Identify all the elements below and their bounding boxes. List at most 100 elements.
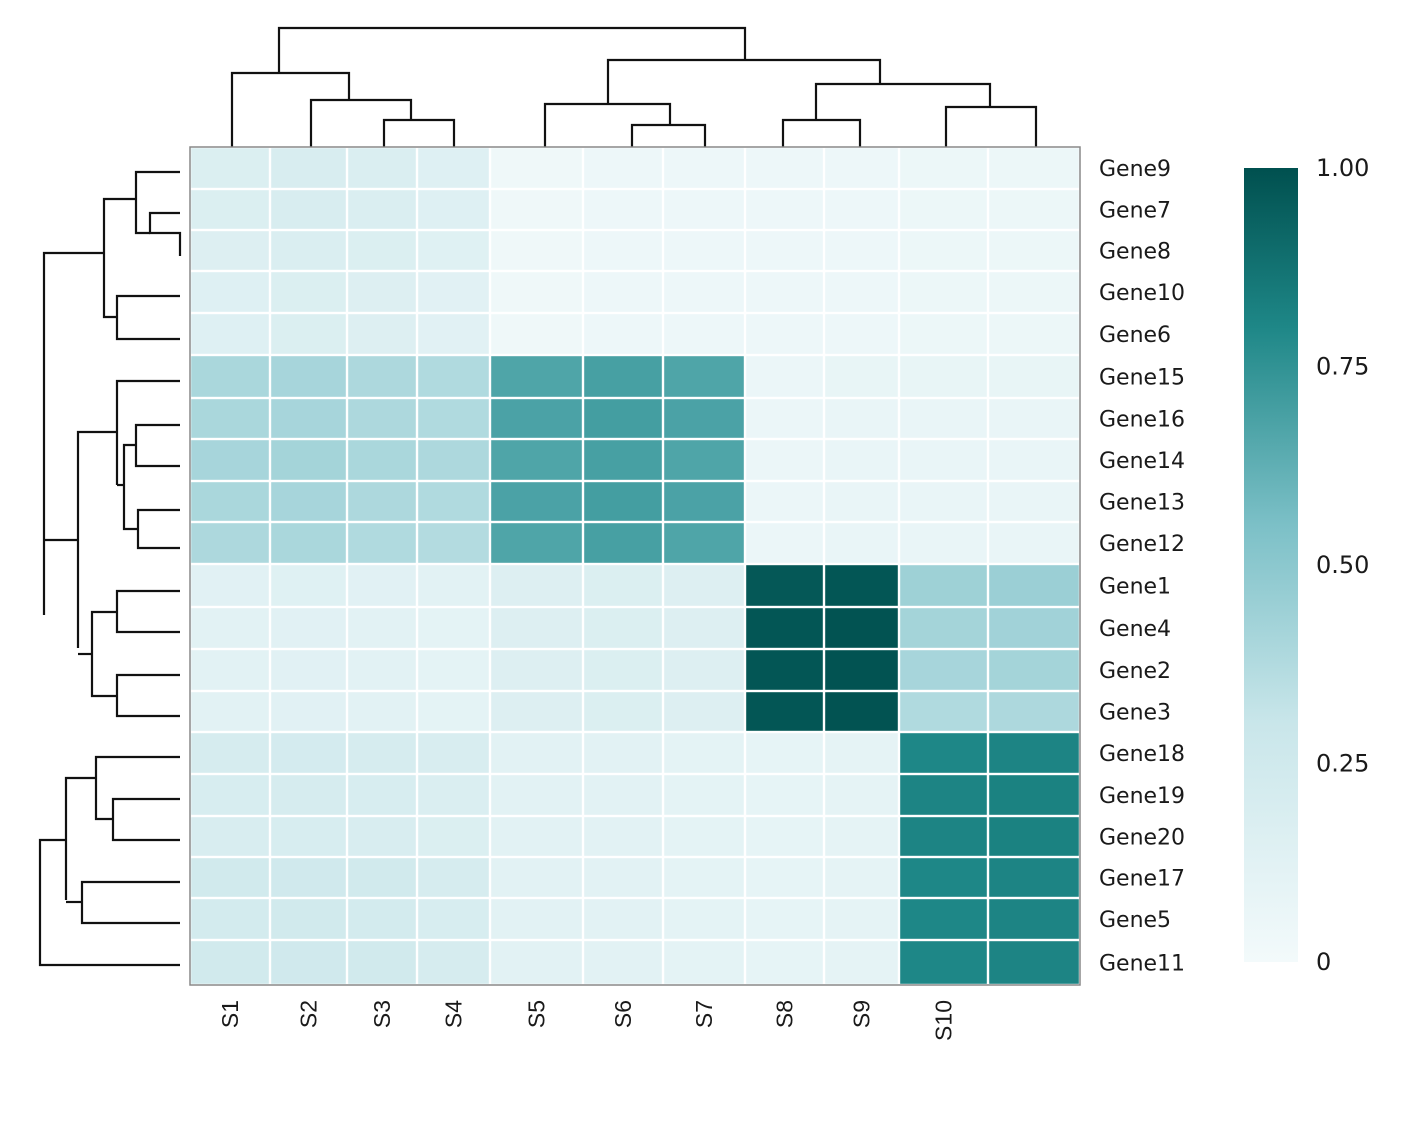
- heatmap-cell: [271, 817, 346, 856]
- colorbar-ticks: 0 0.25 0.50 0.75 1.00: [1316, 154, 1369, 976]
- column-labels: S1 S2 S3 S4 S5 S6 S7 S8 S9 S10: [217, 1000, 957, 1041]
- heatmap-cell: [664, 565, 744, 606]
- heatmap-cell: [191, 941, 269, 984]
- row-label: Gene8: [1099, 240, 1171, 265]
- heatmap-cell: [664, 817, 744, 856]
- heatmap-cell: [989, 817, 1079, 856]
- heatmap-cell: [418, 482, 489, 521]
- heatmap-cell: [900, 692, 987, 731]
- heatmap-cell: [491, 440, 582, 480]
- heatmap-cell: [271, 608, 346, 648]
- heatmap-cell: [825, 440, 898, 480]
- heatmap-cell: [584, 231, 662, 270]
- heatmap-cell: [664, 356, 744, 397]
- heatmap-cell: [584, 941, 662, 984]
- heatmap-cell: [584, 314, 662, 354]
- heatmap-cell: [271, 399, 346, 438]
- heatmap-cell: [584, 692, 662, 731]
- heatmap-cell: [191, 817, 269, 856]
- heatmap-cell: [418, 858, 489, 897]
- heatmap-cell: [491, 523, 582, 563]
- heatmap-cell: [825, 190, 898, 229]
- heatmap-cell: [825, 692, 898, 731]
- heatmap-cell: [191, 692, 269, 731]
- column-label: S5: [524, 1000, 550, 1028]
- row-label: Gene20: [1099, 826, 1185, 851]
- heatmap-cell: [191, 899, 269, 939]
- heatmap-cell: [900, 775, 987, 815]
- heatmap-cell: [989, 608, 1079, 648]
- row-label: Gene13: [1099, 491, 1185, 516]
- heatmap-cell: [191, 565, 269, 606]
- heatmap-cell: [348, 231, 416, 270]
- heatmap-cell: [825, 482, 898, 521]
- heatmap-cell: [664, 650, 744, 690]
- heatmap-cell: [664, 941, 744, 984]
- heatmap-cell: [271, 733, 346, 773]
- heatmap-cell: [900, 399, 987, 438]
- column-label: S7: [691, 1000, 717, 1028]
- heatmap-cell: [491, 148, 582, 188]
- heatmap-cell: [191, 650, 269, 690]
- heatmap-border: [189, 146, 1081, 986]
- heatmap-cell: [989, 399, 1079, 438]
- colorbar-tick-label: 0: [1316, 948, 1331, 976]
- column-label: S6: [610, 1000, 636, 1028]
- heatmap-cell: [348, 272, 416, 312]
- row-labels: Gene9 Gene7 Gene8 Gene10 Gene6 Gene15 Gene16 Ge…: [1099, 157, 1185, 977]
- heatmap-cell: [989, 733, 1079, 773]
- heatmap-cell: [584, 272, 662, 312]
- heatmap-cell: [746, 356, 823, 397]
- row-label: Gene9: [1099, 157, 1171, 182]
- heatmap-cell: [900, 523, 987, 563]
- heatmap-cell: [825, 314, 898, 354]
- heatmap-cell: [746, 440, 823, 480]
- heatmap-cell: [825, 399, 898, 438]
- colorbar-tick-label: 0.25: [1316, 750, 1369, 778]
- row-label: Gene11: [1099, 952, 1185, 977]
- row-label: Gene14: [1099, 449, 1185, 474]
- heatmap-cell: [491, 899, 582, 939]
- heatmap-cell: [348, 148, 416, 188]
- heatmap-cell: [664, 148, 744, 188]
- column-label: S3: [369, 1000, 395, 1028]
- heatmap-cell: [491, 482, 582, 521]
- heatmap-cell: [348, 692, 416, 731]
- heatmap-cell: [491, 314, 582, 354]
- row-label: Gene7: [1099, 199, 1171, 224]
- heatmap-cell: [989, 523, 1079, 563]
- heatmap-cell: [825, 523, 898, 563]
- heatmap-cell: [584, 608, 662, 648]
- heatmap-cell: [900, 565, 987, 606]
- heatmap-cell: [746, 399, 823, 438]
- heatmap-cell: [271, 523, 346, 563]
- heatmap-cell: [191, 148, 269, 188]
- heatmap-cell: [191, 399, 269, 438]
- heatmap-cell: [825, 565, 898, 606]
- colorbar-tick-label: 1.00: [1316, 154, 1369, 182]
- heatmap-cell: [418, 608, 489, 648]
- heatmap-cell: [418, 231, 489, 270]
- heatmap-cell: [989, 692, 1079, 731]
- heatmap-cell: [584, 190, 662, 229]
- heatmap-cell: [825, 817, 898, 856]
- column-label: S2: [296, 1000, 322, 1028]
- heatmap-cell: [271, 231, 346, 270]
- heatmap-cell: [348, 565, 416, 606]
- heatmap-cell: [989, 650, 1079, 690]
- colorbar: 0 0.25 0.50 0.75 1.00: [1244, 154, 1369, 976]
- column-dendrogram: [230, 26, 1038, 147]
- heatmap-cell: [664, 523, 744, 563]
- heatmap-cell: [900, 314, 987, 354]
- heatmap-cell: [191, 733, 269, 773]
- row-label: Gene10: [1099, 281, 1185, 306]
- heatmap-cell: [491, 775, 582, 815]
- row-label: Gene15: [1099, 366, 1185, 391]
- heatmap-cell: [664, 733, 744, 773]
- heatmap-cell: [491, 231, 582, 270]
- heatmap-cell: [348, 356, 416, 397]
- heatmap-cell: [191, 523, 269, 563]
- heatmap-cell: [746, 733, 823, 773]
- heatmap-cell: [825, 733, 898, 773]
